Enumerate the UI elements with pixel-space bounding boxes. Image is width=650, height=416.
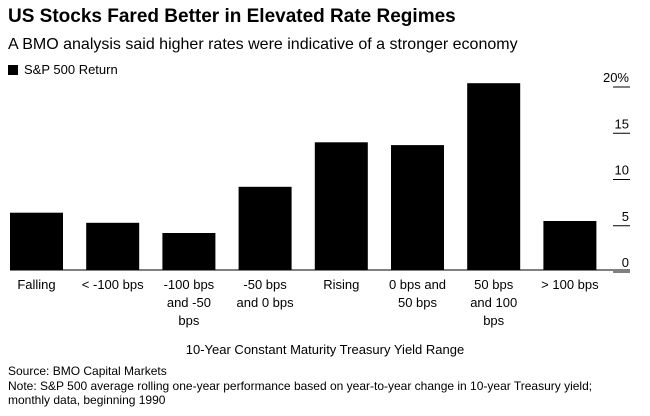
legend-swatch bbox=[8, 64, 18, 75]
chart-subtitle: A BMO analysis said higher rates were in… bbox=[8, 36, 518, 53]
bar-4 bbox=[238, 186, 292, 271]
y-tick-label: 15 bbox=[615, 116, 629, 131]
y-tick-label: 5 bbox=[622, 209, 629, 224]
x-tick-label: -100 bps and -50 bps bbox=[164, 277, 215, 328]
y-tick-label: 0 bbox=[622, 255, 629, 270]
bar-6 bbox=[391, 145, 444, 270]
x-tick-label: > 100 bps bbox=[541, 277, 599, 292]
x-tick-label: Rising bbox=[323, 277, 359, 292]
y-tick-label: 10 bbox=[615, 163, 629, 178]
bar-2 bbox=[86, 222, 140, 270]
x-tick-label: < -100 bps bbox=[82, 277, 144, 292]
x-tick-label: -50 bps and 0 bps bbox=[237, 277, 295, 310]
footnote: Note: S&P 500 average rolling one-year p… bbox=[8, 379, 593, 407]
bar-8 bbox=[543, 221, 597, 270]
x-tick-label: 50 bps and 100 bps bbox=[470, 277, 517, 328]
bar-5 bbox=[314, 142, 368, 270]
legend: S&P 500 Return bbox=[8, 62, 118, 77]
x-axis-title: 10-Year Constant Maturity Treasury Yield… bbox=[185, 342, 465, 357]
x-tick-label: Falling bbox=[17, 277, 55, 292]
y-tick-label: 20% bbox=[603, 70, 629, 85]
source-note: Source: BMO Capital Markets bbox=[8, 364, 167, 378]
bar-3 bbox=[162, 233, 216, 270]
chart-title: US Stocks Fared Better in Elevated Rate … bbox=[8, 6, 456, 27]
legend-label: S&P 500 Return bbox=[24, 62, 118, 77]
x-tick-label: 0 bps and 50 bps bbox=[389, 277, 446, 310]
bar-7 bbox=[467, 83, 521, 270]
bar-1 bbox=[10, 212, 63, 270]
